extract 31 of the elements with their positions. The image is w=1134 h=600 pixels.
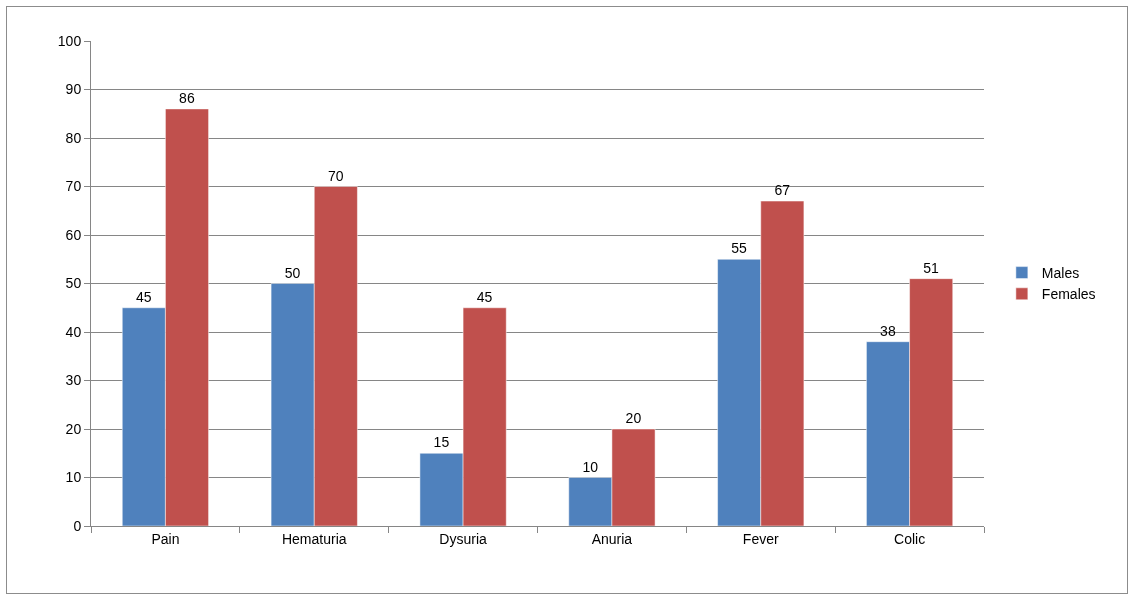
x-tick-label: Fever	[742, 530, 779, 547]
y-tick-label: 80	[65, 129, 82, 146]
data-label: 45	[476, 288, 493, 305]
y-tick-label: 70	[65, 178, 82, 195]
y-tick-label: 30	[65, 372, 82, 389]
y-tick-label: 40	[65, 323, 82, 340]
y-tick-label: 20	[65, 420, 82, 437]
data-label: 50	[284, 264, 301, 281]
data-label: 51	[923, 259, 940, 276]
data-label: 45	[135, 288, 152, 305]
data-label: 15	[433, 434, 450, 451]
data-label: 86	[179, 89, 195, 106]
x-tick-label: Anuria	[591, 530, 633, 547]
y-tick-label: 0	[73, 517, 82, 534]
x-tick-label: Colic	[894, 530, 926, 547]
data-label: 38	[880, 322, 896, 339]
data-label: 55	[731, 240, 748, 257]
y-tick-label: 60	[65, 226, 82, 243]
y-tick-label: 10	[65, 469, 82, 486]
legend-label: Males	[1041, 265, 1080, 282]
data-label: 10	[582, 458, 599, 475]
x-tick-label: Pain	[151, 530, 180, 547]
data-label: 20	[625, 410, 642, 426]
y-tick-label: 50	[65, 275, 82, 292]
x-tick-label: Hematuria	[281, 530, 347, 547]
data-label: 67	[774, 182, 791, 199]
legend-label: Females	[1041, 286, 1096, 303]
data-label: 70	[327, 167, 344, 184]
y-tick-label: 100	[57, 32, 82, 49]
y-tick-label: 90	[65, 81, 82, 98]
x-tick-label: Dysuria	[439, 530, 488, 547]
